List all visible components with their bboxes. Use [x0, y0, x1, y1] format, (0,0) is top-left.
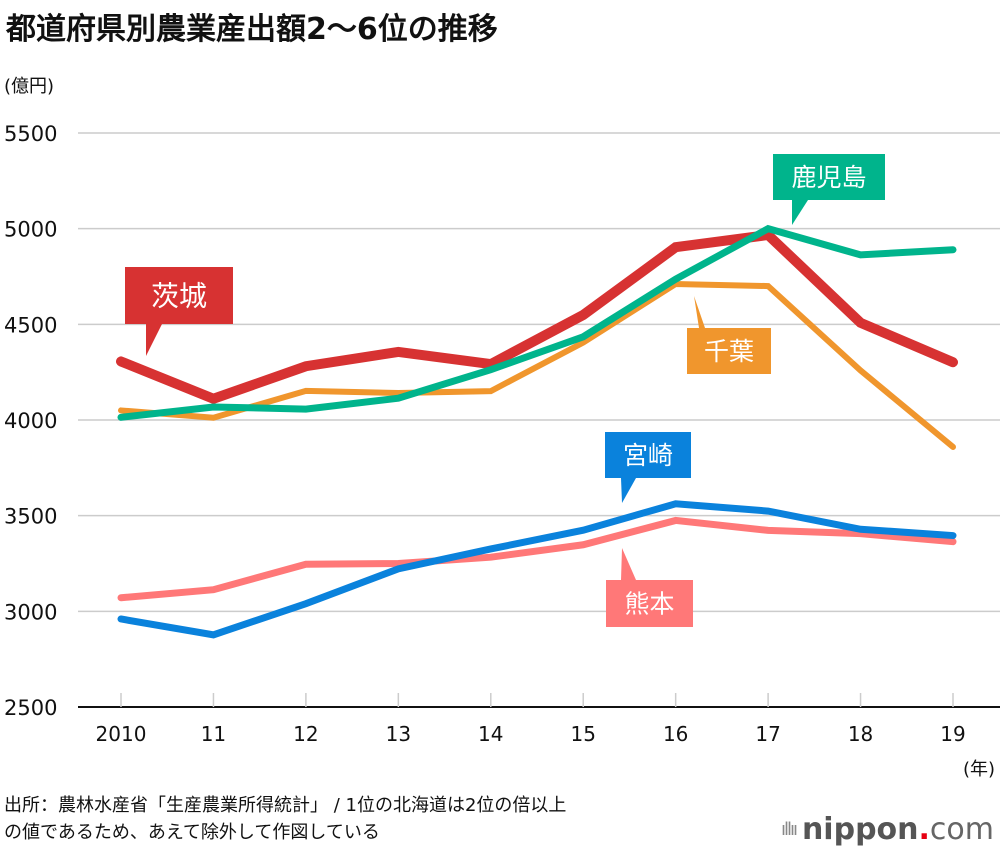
callout-pointer — [694, 296, 705, 328]
y-tick-label: 3500 — [4, 505, 57, 529]
source-note-line-2: の値であるため、あえて除外して作図している — [4, 822, 380, 843]
series-label: 宮崎 — [623, 441, 673, 470]
series-label: 茨城 — [151, 280, 207, 313]
x-tick-label: 18 — [848, 722, 873, 746]
y-tick-label: 5500 — [4, 122, 57, 146]
series-label: 熊本 — [624, 590, 674, 619]
series-label: 千葉 — [704, 337, 754, 366]
y-axis-unit-label: (億円) — [4, 76, 55, 97]
x-axis-ticks: 2010 11 12 13 14 15 16 17 18 19 — [96, 693, 966, 746]
callout-pointer — [146, 324, 162, 356]
callout-box — [687, 328, 771, 374]
x-axis-unit-label: (年) — [963, 759, 995, 780]
x-tick-label: 12 — [293, 722, 318, 746]
x-tick-label: 2010 — [96, 722, 147, 746]
series-line-3 — [117, 500, 957, 639]
x-tick-label: 11 — [201, 722, 226, 746]
logo-suffix: com — [929, 812, 994, 847]
x-tick-label: 15 — [570, 722, 595, 746]
x-tick-label: 13 — [386, 722, 411, 746]
nippon-com-logo: ıllıı nippon.com — [781, 812, 994, 847]
series-label-callout-3: 宮崎 — [605, 432, 691, 503]
logo-bars-icon: ıllıı — [780, 819, 798, 840]
callout-box — [773, 154, 885, 200]
y-axis-ticks: 2500 3000 3500 4000 4500 5000 5500 — [4, 122, 57, 720]
series-line-0 — [117, 224, 957, 421]
y-tick-label: 3000 — [4, 600, 57, 624]
x-tick-label: 17 — [755, 722, 780, 746]
gridlines — [78, 132, 1000, 708]
series-line-2 — [116, 229, 958, 405]
y-tick-label: 2500 — [4, 696, 57, 720]
series-label: 鹿児島 — [791, 163, 866, 192]
series-lines — [116, 224, 958, 639]
callout-pointer — [621, 548, 636, 580]
series-line-4 — [117, 516, 957, 602]
x-tick-label: 14 — [478, 722, 503, 746]
series-line-1 — [118, 280, 956, 450]
logo-name: nippon — [801, 812, 919, 847]
callout-pointer — [621, 478, 636, 503]
callout-box — [606, 580, 693, 627]
callout-box — [125, 267, 233, 324]
x-tick-label: 16 — [663, 722, 688, 746]
series-label-callout-1: 千葉 — [687, 296, 771, 374]
chart-title: 都道府県別農業産出額2〜6位の推移 — [6, 12, 498, 47]
callout-box — [605, 432, 691, 478]
y-tick-label: 4500 — [4, 313, 57, 337]
logo-dot: . — [918, 812, 930, 847]
source-note: 出所：農林水産省「生産農業所得統計」 / 1位の北海道は2位の倍以上 の値である… — [4, 792, 566, 846]
callout-pointer — [792, 200, 808, 225]
y-tick-label: 4000 — [4, 409, 57, 433]
series-label-callout-2: 茨城 — [125, 267, 233, 356]
source-note-line-1: 出所：農林水産省「生産農業所得統計」 / 1位の北海道は2位の倍以上 — [4, 795, 567, 816]
y-tick-label: 5000 — [4, 218, 57, 242]
x-tick-label: 19 — [940, 722, 965, 746]
series-label-callout-0: 鹿児島 — [773, 154, 885, 225]
series-label-callout-4: 熊本 — [606, 548, 693, 627]
